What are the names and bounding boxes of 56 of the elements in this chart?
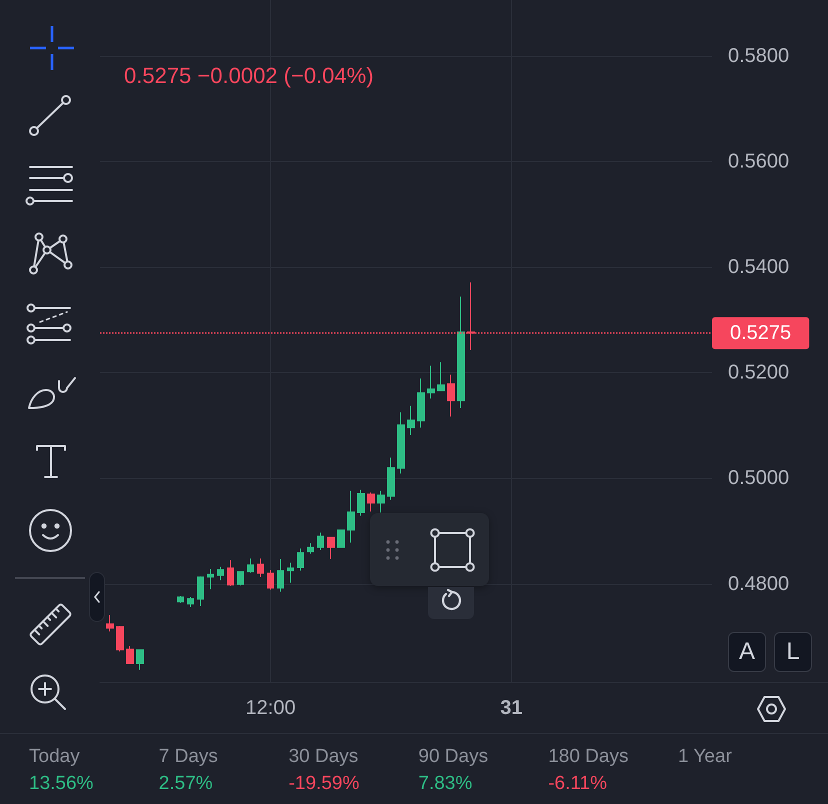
candlestick [177,595,184,604]
candlestick [136,648,144,670]
candlestick [207,568,214,590]
y-tick-label: 0.5600 [728,150,790,173]
candlestick [287,562,294,584]
ref-line-label: 0.5275 [730,322,792,344]
x-tick-label: 31 [500,697,522,719]
candlestick [307,542,314,554]
candlestick [397,412,405,474]
candlestick [317,532,324,551]
text: -19.59% [288,772,360,796]
text: 7.83% [418,772,474,796]
candlestick [277,558,284,592]
text: 13.56% [29,772,94,796]
candlestick [437,362,445,392]
candlestick [267,570,274,590]
text: Today [29,745,81,769]
candlestick [347,490,355,544]
candlestick [427,365,435,400]
y-tick-label: 0.5200 [728,362,790,384]
text: 90 Days [418,745,488,769]
candlestick [417,378,425,428]
candlestick [367,492,375,512]
y-tick-label: 0.5000 [728,467,790,490]
candlestick [227,560,234,586]
candlestick [116,626,124,652]
text: 30 Days [288,745,360,769]
text: 180 Days [548,745,628,769]
candlestick [237,570,244,586]
candlestick [126,646,134,665]
text: 0.5275 −0.0002 (−0.04%) [124,63,374,89]
text: 7 Days [158,745,218,769]
candlestick [217,566,224,581]
y-tick-label: 0.4800 [728,572,790,595]
x-tick-label: 12:00 [246,697,296,719]
text: 2.57% [158,772,214,796]
candlestick [447,374,455,417]
candlestick [327,536,335,560]
candlestick [387,457,395,500]
candlestick [187,596,194,608]
candlestick [106,614,114,632]
text: -6.11% [548,772,608,796]
text: 1 Year [678,745,732,769]
letter-button: A [728,632,766,672]
candlestick [407,405,415,436]
y-tick-label: 0.5400 [728,256,790,278]
candlestick [257,558,264,578]
candlestick [357,489,365,516]
letter-button: L [774,632,812,672]
candlestick [377,490,385,514]
candlestick [247,558,254,574]
candlestick [197,576,204,606]
candlestick [457,296,465,409]
y-tick-label: 0.5800 [728,44,790,67]
candlestick [297,548,304,572]
candlestick [337,528,345,548]
